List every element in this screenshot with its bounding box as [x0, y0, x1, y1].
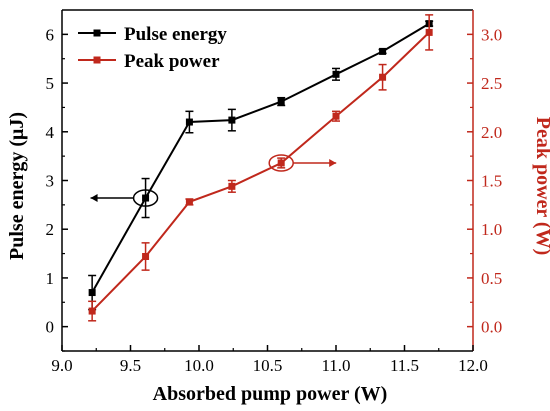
- y-tick-label-right: 0.5: [481, 269, 502, 288]
- y-tick-label-right: 0.0: [481, 318, 502, 337]
- data-point-peak-power: [185, 198, 193, 206]
- x-tick-label: 10.0: [184, 356, 214, 375]
- annotation-layer: [90, 154, 337, 207]
- data-point-pulse-energy: [332, 70, 340, 78]
- y-axis-title-left: Pulse energy (μJ): [6, 112, 28, 260]
- x-axis-title: Absorbed pump power (W): [153, 383, 388, 405]
- data-point-pulse-energy: [379, 47, 387, 55]
- y-tick-label-left: 2: [46, 220, 55, 239]
- legend-marker-pulse-energy: [93, 29, 101, 37]
- legend-marker-peak-power: [93, 56, 101, 64]
- x-tick-label: 11.5: [390, 356, 419, 375]
- series-layer: [88, 14, 434, 322]
- data-point-pulse-energy: [88, 289, 96, 297]
- data-point-pulse-energy: [277, 98, 285, 106]
- y-axis-left: 0 1 2 3 4 5 6: [46, 25, 68, 352]
- x-tick-label: 11.0: [321, 356, 350, 375]
- data-point-peak-power: [228, 182, 236, 190]
- data-point-peak-power: [142, 252, 150, 260]
- y-tick-label-right: 2.0: [481, 123, 502, 142]
- data-point-peak-power: [332, 112, 340, 120]
- y-tick-label-right: 1.0: [481, 220, 502, 239]
- y-tick-label-right: 2.5: [481, 74, 502, 93]
- data-point-pulse-energy: [142, 194, 150, 202]
- series-line-pulse-energy: [91, 22, 430, 293]
- y-tick-label-left: 1: [46, 269, 55, 288]
- series-line-peak-power: [91, 31, 430, 312]
- y-tick-label-left: 4: [46, 123, 55, 142]
- y-tick-label-left: 0: [46, 318, 55, 337]
- data-point-peak-power: [88, 307, 96, 315]
- arrow-head-pulse-energy: [90, 194, 98, 203]
- arrow-head-peak-power: [329, 158, 337, 167]
- y-tick-label-left: 3: [46, 172, 55, 191]
- y-axis-title-right: Peak power (W): [532, 117, 550, 256]
- data-point-peak-power: [379, 73, 387, 81]
- y-axis-right: 0.0 0.5 1.0 1.5 2.0 2.5 3.0: [467, 25, 502, 337]
- y-tick-label-right: 1.5: [481, 172, 502, 191]
- data-point-peak-power: [277, 159, 285, 167]
- y-tick-label-left: 5: [46, 74, 55, 93]
- data-point-peak-power: [425, 28, 433, 36]
- y-tick-label-left: 6: [46, 25, 55, 44]
- x-tick-label: 9.5: [120, 356, 141, 375]
- x-axis: 9.0 9.5 10.0 10.5 11.0 11.5 12.0: [51, 345, 488, 375]
- data-point-pulse-energy: [185, 118, 193, 126]
- y-tick-label-right: 3.0: [481, 25, 502, 44]
- x-tick-label: 12.0: [458, 356, 488, 375]
- x-tick-label: 9.0: [51, 356, 72, 375]
- legend-label-pulse-energy: Pulse energy: [124, 24, 227, 45]
- legend-label-peak-power: Peak power: [124, 51, 220, 72]
- legend-entry-pulse-energy: Pulse energy: [78, 24, 227, 45]
- x-tick-label: 10.5: [253, 356, 283, 375]
- legend-entry-peak-power: Peak power: [78, 51, 220, 72]
- legend: Pulse energy Peak power: [78, 24, 227, 72]
- data-point-pulse-energy: [228, 116, 236, 124]
